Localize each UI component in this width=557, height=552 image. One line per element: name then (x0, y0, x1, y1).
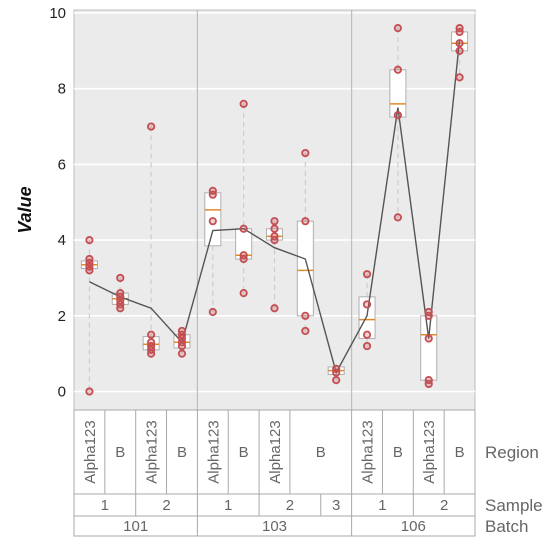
data-point (239, 224, 248, 233)
table-cell-label: Alpha123 (144, 420, 161, 483)
data-point (455, 46, 464, 55)
table-cell-label: 106 (401, 518, 426, 535)
table-cell-label: B (239, 444, 249, 461)
data-point (362, 330, 372, 339)
trend-line (89, 39, 461, 375)
data-point (208, 190, 217, 199)
data-point (455, 73, 464, 82)
data-point (332, 368, 341, 377)
data-point (239, 288, 248, 298)
table-cell-label: Alpha123 (205, 420, 222, 483)
table-cell-label: 2 (440, 497, 448, 514)
data-point (270, 224, 279, 233)
table-cell-label: B (316, 444, 326, 461)
table-row-label: Region (485, 443, 539, 462)
data-point (147, 330, 156, 339)
data-point (393, 111, 402, 120)
table-cell-label: 101 (123, 518, 148, 535)
y-axis-label: Value (15, 186, 35, 233)
box (389, 69, 407, 118)
data-point (270, 236, 279, 245)
table-cell-label: B (115, 444, 125, 461)
data-point (208, 307, 217, 317)
table-cell-label: B (393, 444, 403, 461)
plot-background (73, 9, 476, 411)
y-axis-ticks: 0 2 4 6 8 10 (49, 5, 66, 401)
data-point (301, 217, 310, 226)
data-points (85, 24, 464, 396)
box (204, 192, 222, 247)
table-cell-label: 2 (162, 497, 170, 514)
data-point (270, 304, 279, 313)
data-point (85, 266, 94, 275)
data-point (362, 341, 372, 351)
table-border (73, 409, 476, 537)
data-point (393, 65, 402, 74)
data-point (116, 304, 125, 313)
table-cell-label: 1 (224, 497, 232, 514)
table-row-label: Batch (485, 517, 528, 536)
y-tick-label: 10 (49, 5, 66, 22)
y-tick-label: 6 (58, 156, 66, 173)
box (420, 315, 438, 381)
data-point (85, 387, 94, 396)
y-tick-label: 8 (58, 81, 66, 98)
table-cell-label: 1 (101, 497, 109, 514)
data-point (424, 334, 433, 343)
y-tick-label: 2 (58, 308, 66, 325)
table-cell-label: Alpha123 (360, 420, 377, 483)
boxes (80, 31, 469, 381)
y-tick-label: 4 (58, 232, 66, 249)
data-point (362, 300, 372, 309)
table-cell-label: Alpha123 (421, 420, 438, 483)
table-cell-label: 1 (378, 497, 386, 514)
data-point (393, 213, 402, 222)
data-point (455, 27, 464, 37)
data-point (208, 217, 217, 226)
table-cell-label: 3 (332, 497, 340, 514)
data-point (116, 273, 125, 283)
data-point (147, 122, 156, 131)
data-point (332, 376, 341, 385)
table-cell-label: 103 (262, 518, 287, 535)
data-point (301, 148, 310, 158)
data-point (424, 379, 433, 389)
data-point (239, 254, 248, 264)
box (296, 220, 314, 317)
data-point (301, 326, 310, 336)
table-cell-label: Alpha123 (82, 420, 99, 483)
data-point (424, 311, 433, 320)
data-point (239, 99, 248, 108)
table-row-label: Sample (485, 496, 543, 515)
data-point (270, 217, 279, 226)
table-cell-label: Alpha123 (267, 420, 284, 483)
table-cell-label: B (455, 444, 465, 461)
data-point (85, 236, 94, 245)
data-point (147, 349, 156, 358)
category-table: Alpha123 B Alpha123 B Alpha123 B Alpha123 B Alph… (73, 409, 543, 537)
data-point (393, 24, 402, 33)
data-point (177, 349, 187, 358)
data-point (362, 270, 372, 279)
table-cell-label: 2 (286, 497, 294, 514)
data-point (177, 341, 187, 351)
data-point (301, 311, 310, 320)
data-point (455, 39, 464, 48)
table-cell-label: B (177, 444, 187, 461)
y-tick-label: 0 (58, 384, 66, 401)
